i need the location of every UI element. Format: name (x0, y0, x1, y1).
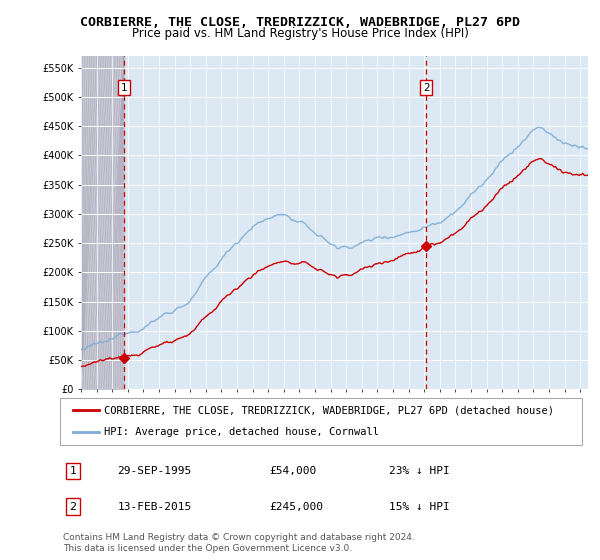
Text: 2: 2 (423, 83, 430, 92)
Text: 2: 2 (70, 502, 77, 511)
Text: CORBIERRE, THE CLOSE, TREDRIZZICK, WADEBRIDGE, PL27 6PD (detached house): CORBIERRE, THE CLOSE, TREDRIZZICK, WADEB… (104, 405, 554, 416)
FancyBboxPatch shape (60, 398, 582, 445)
Text: 1: 1 (70, 466, 77, 476)
Text: CORBIERRE, THE CLOSE, TREDRIZZICK, WADEBRIDGE, PL27 6PD: CORBIERRE, THE CLOSE, TREDRIZZICK, WADEB… (80, 16, 520, 29)
Text: 23% ↓ HPI: 23% ↓ HPI (389, 466, 449, 476)
Text: HPI: Average price, detached house, Cornwall: HPI: Average price, detached house, Corn… (104, 427, 379, 437)
Text: £54,000: £54,000 (269, 466, 316, 476)
Text: 1: 1 (121, 83, 127, 92)
Text: 15% ↓ HPI: 15% ↓ HPI (389, 502, 449, 511)
Text: 29-SEP-1995: 29-SEP-1995 (118, 466, 191, 476)
Text: 13-FEB-2015: 13-FEB-2015 (118, 502, 191, 511)
Text: Price paid vs. HM Land Registry's House Price Index (HPI): Price paid vs. HM Land Registry's House … (131, 27, 469, 40)
Text: £245,000: £245,000 (269, 502, 323, 511)
Text: Contains HM Land Registry data © Crown copyright and database right 2024.
This d: Contains HM Land Registry data © Crown c… (63, 533, 415, 553)
